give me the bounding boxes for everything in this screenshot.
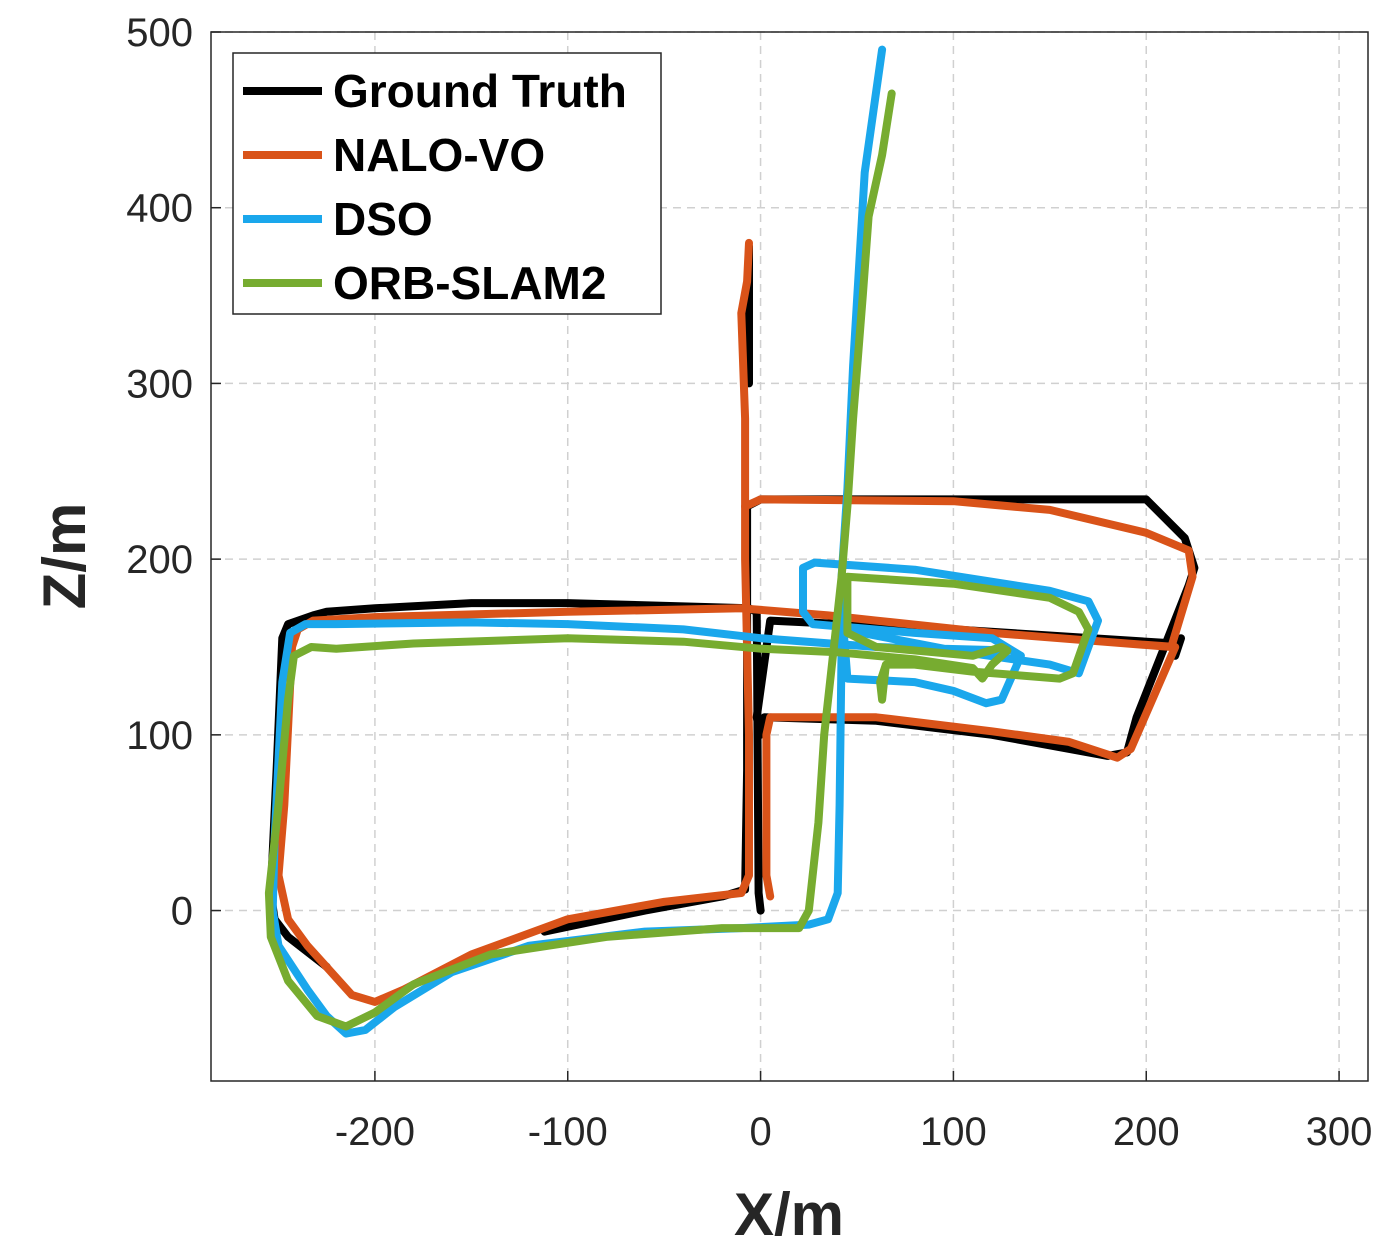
axis-ticks: -200 -100 0 100 200 300 0 100 200 300 400 500 (126, 11, 1372, 1154)
y-tick-label: 500 (126, 11, 193, 55)
orb-slam2-trajectory-line (264, 89, 1093, 1031)
x-tick-label: 0 (749, 1110, 771, 1154)
dso-trajectory-line (268, 45, 1102, 1038)
legend-label-nalo-vo: NALO-VO (333, 129, 545, 181)
x-tick-label: 200 (1113, 1110, 1180, 1154)
legend-label-ground-truth: Ground Truth (333, 65, 627, 117)
legend-items: Ground Truth NALO-VO DSO ORB-SLAM2 (243, 65, 627, 309)
y-tick-label: 200 (126, 538, 193, 582)
y-tick-label: 300 (126, 362, 193, 406)
x-tick-label: 300 (1306, 1110, 1373, 1154)
legend-label-orb-slam2: ORB-SLAM2 (333, 257, 606, 309)
legend-box (232, 52, 662, 315)
nalo-vo-trajectory-line (274, 495, 1197, 1006)
legend: Ground Truth NALO-VO DSO ORB-SLAM2 (232, 52, 662, 315)
x-tick-label: -200 (335, 1110, 415, 1154)
y-tick-label: 0 (171, 890, 193, 934)
x-tick-label: 100 (920, 1110, 987, 1154)
x-tick-label: -100 (528, 1110, 608, 1154)
plot-frame (210, 31, 1369, 1082)
y-axis-title: Z/m (31, 503, 98, 610)
nalo-vo-trajectory-line (737, 238, 753, 511)
legend-label-dso: DSO (333, 193, 433, 245)
series-lines (264, 45, 1199, 1038)
x-axis-title: X/m (734, 1181, 844, 1248)
y-tick-label: 400 (126, 187, 193, 231)
y-tick-label: 100 (126, 714, 193, 758)
